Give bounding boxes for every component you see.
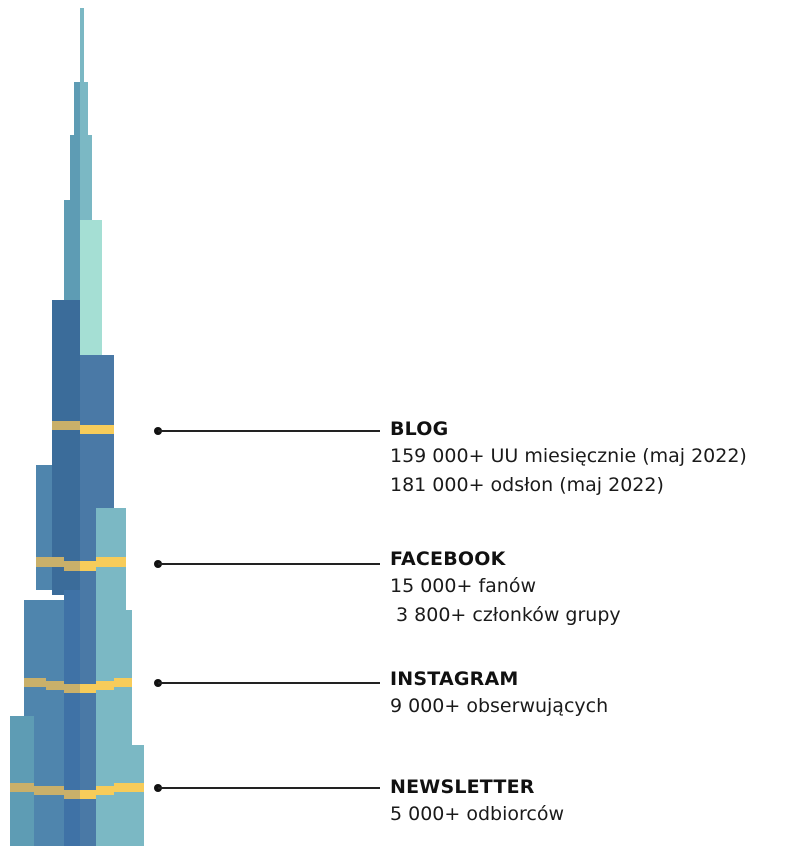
stat-line: 159 000+ UU miesięcznie (maj 2022) — [390, 445, 747, 467]
stat-title: BLOG — [390, 418, 449, 440]
facebook-connector — [150, 557, 380, 571]
stat-title: NEWSLETTER — [390, 776, 535, 798]
instagram-connector — [150, 676, 380, 690]
stat-facebook: FACEBOOK 15 000+ fanów 3 800+ członków g… — [390, 546, 790, 630]
newsletter-connector — [150, 781, 380, 795]
stat-title: INSTAGRAM — [390, 668, 519, 690]
stat-instagram: INSTAGRAM 9 000+ obserwujących — [390, 666, 790, 721]
stat-newsletter: NEWSLETTER 5 000+ odbiorców — [390, 774, 790, 829]
skyscraper-illustration — [10, 8, 144, 846]
stat-title: FACEBOOK — [390, 548, 506, 570]
connector-line — [158, 787, 380, 789]
stat-line: 15 000+ fanów — [390, 575, 536, 597]
connector-line — [158, 563, 380, 565]
stat-blog: BLOG 159 000+ UU miesięcznie (maj 2022) … — [390, 416, 790, 500]
stat-line: 3 800+ członków grupy — [390, 604, 621, 626]
stat-line: 9 000+ obserwujących — [390, 695, 609, 717]
stat-line: 5 000+ odbiorców — [390, 803, 565, 825]
blog-connector — [150, 424, 380, 438]
stat-line: 181 000+ odsłon (maj 2022) — [390, 474, 664, 496]
connector-line — [158, 430, 380, 432]
connector-line — [158, 682, 380, 684]
